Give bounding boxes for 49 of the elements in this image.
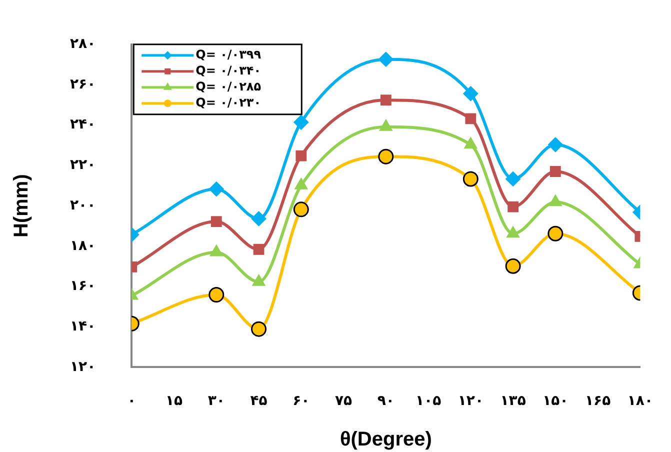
x-tick-label: ۱۰۵ <box>415 393 442 410</box>
y-tick-label: ۱۶۰ <box>70 278 96 294</box>
point <box>550 166 561 177</box>
point <box>506 171 521 186</box>
point <box>548 137 563 152</box>
x-tick-label: ۹۰ <box>377 393 394 410</box>
y-tick-label: ۲۶۰ <box>70 76 96 92</box>
y-tick-label: ۲۴۰ <box>70 116 96 133</box>
point <box>253 244 264 255</box>
point <box>508 201 518 212</box>
point <box>210 216 222 227</box>
x-tick-label: ۱۶۵ <box>584 393 612 410</box>
x-tick-label: ۰ <box>127 393 136 410</box>
x-tick-label: ۱۸۰ <box>627 393 654 410</box>
y-tick-label: ۱۲۰ <box>70 358 96 375</box>
point <box>378 148 394 164</box>
point <box>462 171 478 187</box>
x-tick-label: ۶۰ <box>292 393 310 410</box>
x-tick-label: ۱۳۵ <box>500 393 526 410</box>
legend-label: Q= ۰/۰۲۳۰ <box>196 96 262 110</box>
point <box>296 150 307 162</box>
point <box>294 114 309 130</box>
point <box>293 202 309 218</box>
point <box>463 86 478 102</box>
x-tick-label: ۴۵ <box>250 393 268 410</box>
x-tick-label: ۳۰ <box>208 393 225 410</box>
legend-label: Q= ۰/۰۲۸۵ <box>196 80 262 94</box>
x-axis-title: θ(Degree) <box>340 428 432 451</box>
y-tick-label: ۲۰۰ <box>70 197 96 214</box>
point <box>505 258 521 274</box>
point <box>251 321 267 337</box>
x-tick-label: ۱۵۰ <box>542 393 568 410</box>
y-tick-label: ۱۸۰ <box>70 238 96 254</box>
point <box>378 52 394 67</box>
point <box>465 113 476 124</box>
legend-label: Q= ۰/۰۳۴۰ <box>196 64 262 78</box>
legend-label: Q= ۰/۰۳۹۹ <box>196 48 262 62</box>
point <box>208 182 224 197</box>
y-tick-label: ۲۸۰ <box>70 36 96 52</box>
x-tick-label: ۷۵ <box>334 393 353 410</box>
x-tick-label: ۱۲۰ <box>458 393 484 410</box>
point <box>208 287 224 303</box>
point <box>380 94 392 106</box>
y-tick-label: ۲۲۰ <box>70 157 96 174</box>
x-tick-label: ۱۵ <box>165 393 184 410</box>
point <box>251 211 266 226</box>
point <box>548 226 564 242</box>
y-tick-label: ۱۴۰ <box>70 318 96 334</box>
y-axis-title: H(mm) <box>10 174 33 238</box>
